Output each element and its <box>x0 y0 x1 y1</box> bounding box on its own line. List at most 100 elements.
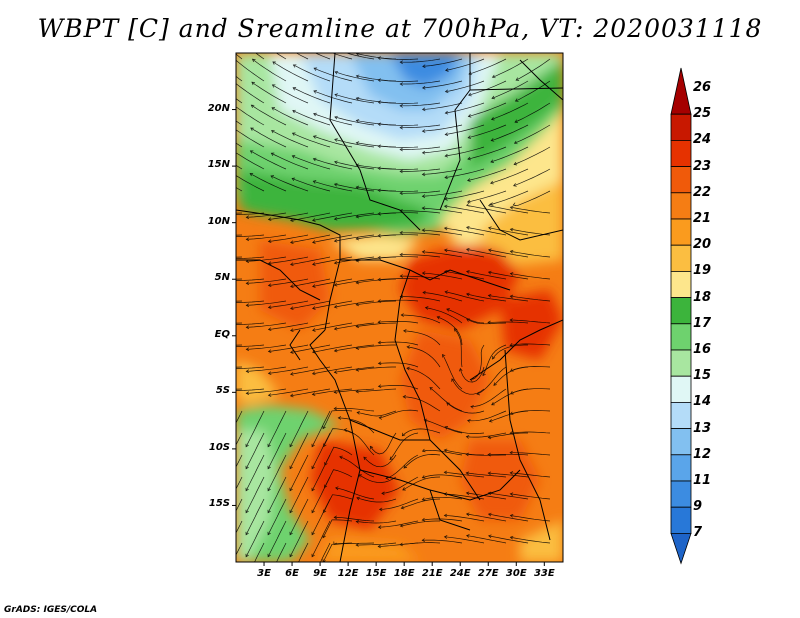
streamline-arrow <box>465 512 470 517</box>
streamline-arrow <box>421 475 426 479</box>
streamline <box>465 453 506 456</box>
streamline-arrow <box>355 519 360 524</box>
streamline <box>377 278 419 281</box>
streamline-arrow <box>271 84 276 88</box>
streamline-arrow <box>509 431 514 435</box>
streamline <box>400 520 440 527</box>
streamline <box>466 432 507 438</box>
streamline <box>490 146 529 163</box>
streamline <box>467 190 507 203</box>
lat-label: 10N <box>207 215 230 227</box>
streamline-arrow <box>245 215 250 220</box>
streamline <box>422 251 463 258</box>
streamline <box>422 496 463 501</box>
streamline <box>254 542 265 562</box>
streamline-arrow <box>229 171 232 174</box>
streamline-arrow <box>377 166 381 171</box>
streamline <box>289 410 309 447</box>
streamline-arrow <box>377 544 381 549</box>
streamline-arrow <box>343 428 348 432</box>
streamline-arrow <box>513 183 517 187</box>
streamline-arrow <box>245 237 250 242</box>
streamline <box>236 53 243 60</box>
streamline-arrow <box>399 82 403 86</box>
streamline <box>444 168 485 178</box>
streamline-arrow <box>333 406 337 411</box>
streamline <box>334 322 375 330</box>
streamline-arrow <box>377 100 381 105</box>
streamline-arrow <box>381 491 385 496</box>
streamline-arrow <box>230 149 233 152</box>
streamline-arrow <box>451 378 455 382</box>
streamline <box>444 536 485 544</box>
streamline <box>324 469 353 488</box>
streamline <box>268 212 309 220</box>
streamline <box>445 146 485 157</box>
streamline <box>312 366 353 375</box>
streamline <box>466 472 507 478</box>
streamline <box>422 229 463 236</box>
streamline <box>268 344 309 352</box>
streamline <box>289 498 309 535</box>
streamline-arrow <box>290 350 294 354</box>
streamline-arrow <box>510 391 514 395</box>
streamline <box>246 344 287 350</box>
map-frame <box>235 52 564 563</box>
streamline-arrow <box>421 250 426 254</box>
streamline <box>400 124 441 129</box>
streamline <box>338 417 375 434</box>
streamline <box>334 161 375 170</box>
streamline-arrow <box>245 281 250 286</box>
streamline <box>236 59 265 82</box>
streamline-arrow <box>421 448 426 453</box>
streamline-arrow <box>436 315 441 320</box>
streamline <box>245 410 265 447</box>
streamline-arrow <box>399 60 403 65</box>
streamline <box>236 542 243 556</box>
streamline <box>271 130 309 148</box>
streamline-arrow <box>488 248 492 253</box>
streamline <box>236 175 265 192</box>
streamline-arrow <box>401 432 406 437</box>
streamline <box>245 520 265 557</box>
lon-label: 6E <box>285 568 299 579</box>
streamline-arrow <box>333 182 338 187</box>
streamline <box>312 234 353 243</box>
streamline-arrow <box>467 419 471 423</box>
streamline-arrow <box>509 535 514 540</box>
streamline <box>510 536 551 544</box>
streamline-arrow <box>466 203 470 207</box>
streamline <box>268 234 309 242</box>
streamline-arrow <box>224 554 227 557</box>
streamline-arrow <box>245 531 249 536</box>
streamline <box>322 410 353 429</box>
streamline-arrow <box>422 85 426 90</box>
streamline <box>246 322 287 328</box>
streamline <box>510 273 551 280</box>
streamline-arrow <box>509 227 514 232</box>
streamline <box>377 256 419 259</box>
streamline <box>444 471 485 478</box>
colorbar-segment <box>670 244 692 272</box>
streamline-arrow <box>289 531 293 536</box>
streamline <box>290 366 331 375</box>
streamline <box>246 234 287 240</box>
streamline <box>236 344 265 347</box>
streamline-arrow <box>466 247 470 252</box>
streamline <box>290 388 331 397</box>
streamline <box>356 388 397 393</box>
colorbar-segment <box>670 375 692 403</box>
streamline <box>470 344 485 380</box>
streamline <box>400 296 441 302</box>
streamline-arrow <box>421 206 426 211</box>
streamline <box>510 366 551 372</box>
colorbar-label: 16 <box>693 342 712 357</box>
streamline-arrow <box>403 465 408 469</box>
streamline <box>377 234 419 237</box>
streamline <box>422 449 463 456</box>
streamline-arrow <box>333 282 338 287</box>
streamline <box>403 396 441 412</box>
streamline-arrow <box>509 492 514 496</box>
streamline <box>444 190 485 200</box>
streamline-arrow <box>324 462 328 466</box>
